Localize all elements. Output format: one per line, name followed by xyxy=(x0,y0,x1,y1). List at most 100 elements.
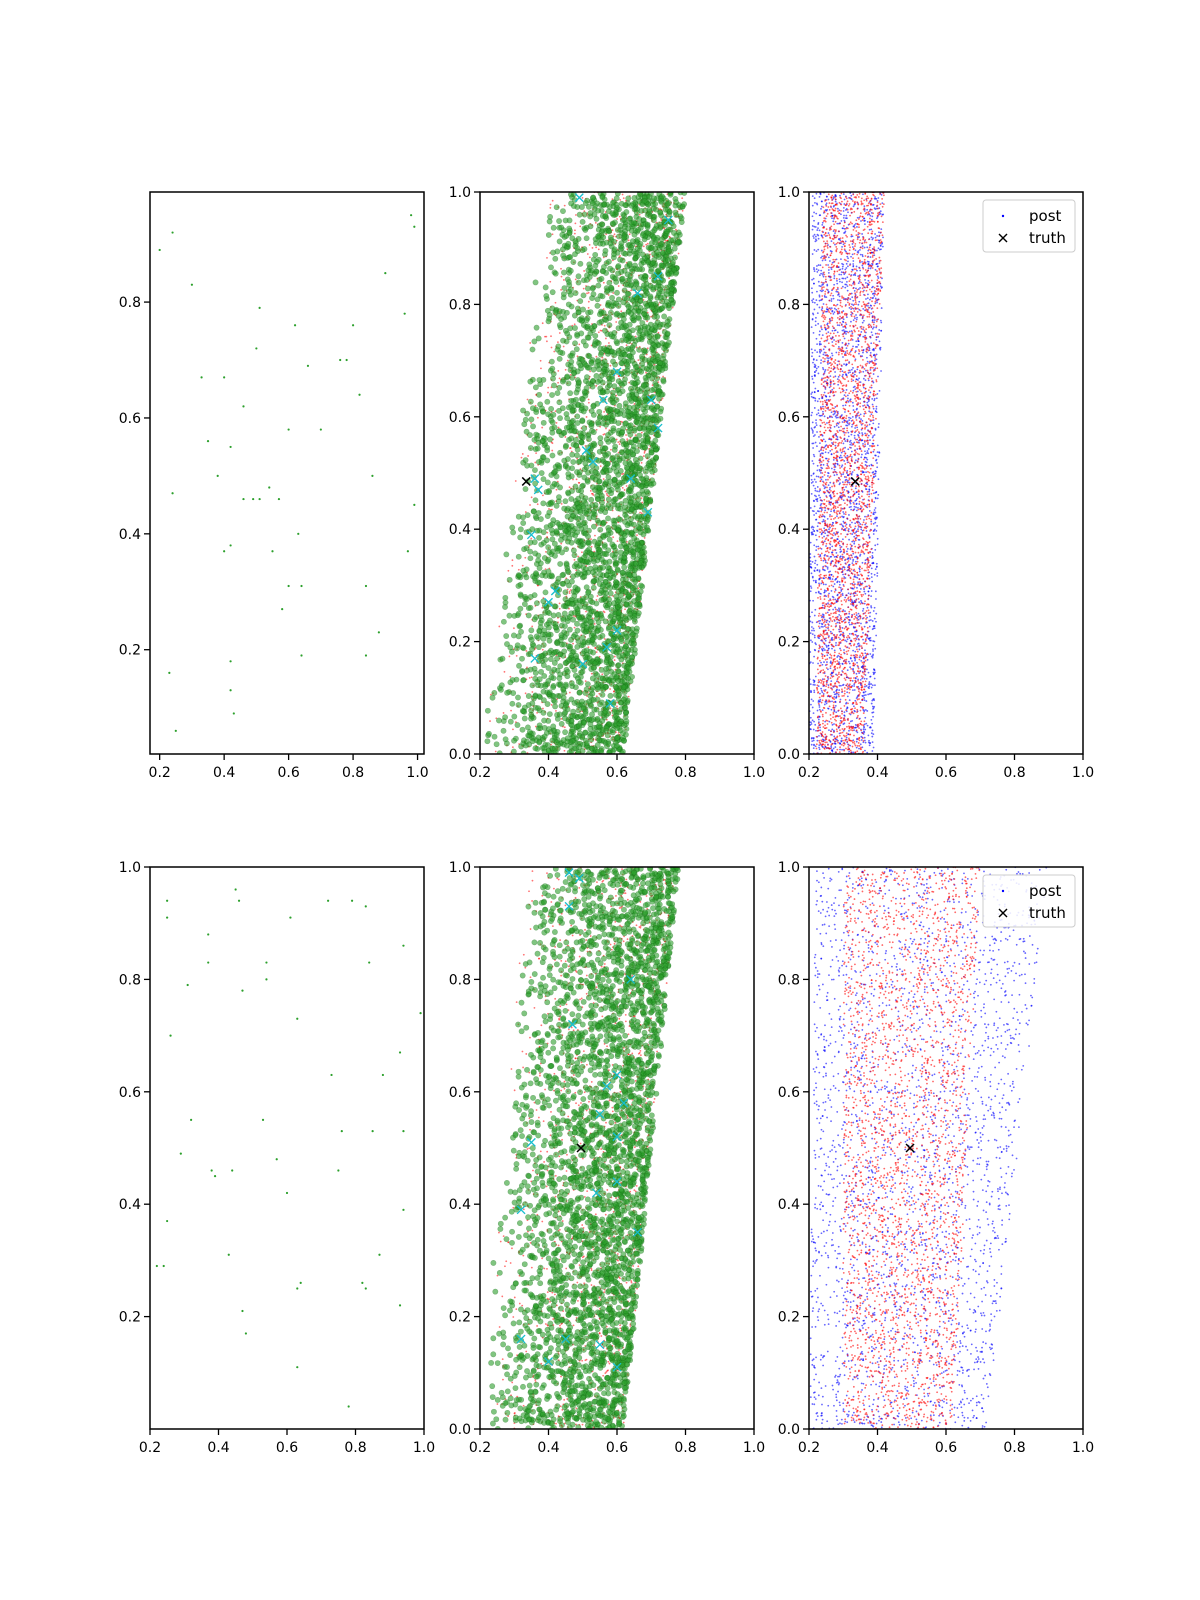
green-sample xyxy=(579,418,586,425)
red-dot xyxy=(568,486,571,489)
green-sample xyxy=(577,597,583,604)
green-sample xyxy=(643,480,650,487)
green-sample xyxy=(575,678,582,685)
red-dot xyxy=(551,199,554,202)
green-sample xyxy=(568,496,575,502)
green-sample xyxy=(517,534,524,541)
green-sample xyxy=(565,301,572,308)
green-sample xyxy=(629,388,636,395)
posterior-dot xyxy=(860,220,862,222)
green-sample xyxy=(625,195,632,202)
green-sample xyxy=(534,600,540,607)
red-dot xyxy=(603,324,606,327)
green-sample xyxy=(620,696,627,703)
green-sample xyxy=(559,231,566,238)
green-sample xyxy=(574,627,581,634)
green-sample xyxy=(616,479,623,486)
green-sample xyxy=(623,332,630,339)
green-sample xyxy=(619,569,626,576)
green-sample xyxy=(533,570,539,577)
green-sample xyxy=(590,630,597,637)
green-sample xyxy=(538,653,545,660)
green-sample xyxy=(656,364,663,371)
red-dot xyxy=(646,242,649,245)
green-sample xyxy=(651,370,657,377)
green-sample xyxy=(521,601,528,607)
green-sample xyxy=(582,200,589,206)
green-sample xyxy=(593,373,600,379)
green-sample xyxy=(559,378,566,385)
green-sample xyxy=(581,573,588,580)
green-sample xyxy=(536,391,542,398)
green-sample xyxy=(535,557,542,564)
green-sample xyxy=(628,398,635,404)
green-sample xyxy=(484,707,491,714)
green-sample xyxy=(635,336,642,343)
red-dot xyxy=(591,247,594,249)
red-dot xyxy=(610,448,612,451)
red-dot xyxy=(582,287,585,290)
green-sample xyxy=(583,740,590,747)
red-dot xyxy=(550,703,553,706)
red-dot xyxy=(549,203,552,206)
green-sample xyxy=(556,407,562,414)
green-sample xyxy=(562,528,569,535)
green-sample xyxy=(650,217,657,224)
data-point xyxy=(384,272,387,275)
posterior-dot xyxy=(863,697,866,699)
red-dot xyxy=(530,676,533,679)
green-sample xyxy=(545,544,552,551)
green-sample xyxy=(575,305,581,312)
green-sample xyxy=(633,602,640,608)
green-sample xyxy=(622,643,629,650)
green-sample xyxy=(666,305,672,312)
red-dot xyxy=(531,691,534,693)
green-sample xyxy=(599,686,606,693)
green-sample xyxy=(561,285,568,291)
green-sample xyxy=(575,273,582,280)
green-sample xyxy=(673,212,680,218)
green-sample xyxy=(549,452,556,459)
green-sample xyxy=(578,365,584,372)
green-sample xyxy=(556,238,563,245)
green-sample xyxy=(590,514,597,521)
green-sample xyxy=(590,429,597,436)
green-sample xyxy=(623,443,630,449)
green-sample xyxy=(631,535,638,541)
green-sample xyxy=(516,662,522,669)
x-tick-label: 1.0 xyxy=(406,765,428,781)
green-sample xyxy=(554,640,561,647)
red-dot xyxy=(626,438,629,441)
red-dot xyxy=(668,277,671,280)
green-sample xyxy=(620,299,627,306)
red-dot xyxy=(574,278,577,281)
green-sample xyxy=(511,612,518,619)
posterior-dot xyxy=(873,573,876,576)
green-sample xyxy=(616,390,623,397)
posterior-dot xyxy=(851,401,854,404)
green-sample xyxy=(653,412,660,419)
green-sample xyxy=(606,536,613,543)
green-sample xyxy=(546,509,553,516)
green-sample xyxy=(538,613,544,620)
green-sample xyxy=(603,725,610,731)
green-sample xyxy=(532,279,539,286)
red-dot xyxy=(621,193,624,196)
red-dot xyxy=(668,235,671,238)
data-point xyxy=(371,474,374,477)
green-sample xyxy=(632,437,639,444)
red-dot xyxy=(550,346,553,349)
green-sample xyxy=(565,404,572,411)
green-sample xyxy=(641,382,647,389)
green-sample xyxy=(519,669,526,675)
green-sample xyxy=(589,636,596,643)
green-sample xyxy=(546,218,553,225)
green-sample xyxy=(666,247,673,254)
red-dot xyxy=(587,398,590,401)
green-sample xyxy=(632,481,638,488)
green-sample xyxy=(581,554,587,561)
green-sample xyxy=(643,288,649,295)
green-sample xyxy=(625,413,632,420)
green-sample xyxy=(571,552,578,559)
red-dot xyxy=(557,426,560,429)
